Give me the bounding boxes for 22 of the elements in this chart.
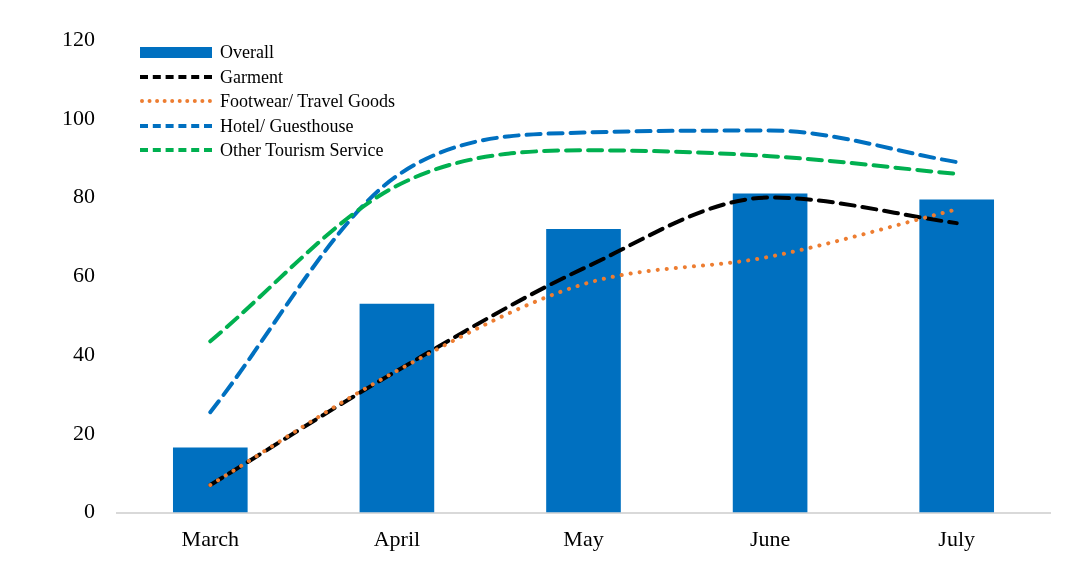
bar [172, 447, 248, 513]
y-tick-label: 60 [73, 262, 95, 288]
bar [546, 229, 621, 513]
x-tick-label: July [938, 525, 976, 551]
y-tick-label: 20 [73, 419, 95, 445]
x-tick-label: April [373, 525, 421, 551]
legend-label: Other Tourism Service [220, 139, 384, 162]
legend-label: Garment [220, 65, 283, 89]
x-tick-label: March [181, 525, 240, 551]
y-tick-label: 100 [62, 104, 95, 130]
bar [732, 193, 808, 513]
x-tick-label: June [749, 525, 791, 551]
bar [359, 303, 435, 513]
legend-label: Hotel/ Guesthouse [220, 114, 354, 138]
bar [919, 199, 995, 513]
x-tick-label: May [563, 525, 604, 551]
y-tick-label: 120 [62, 25, 95, 51]
y-tick-label: 0 [84, 498, 95, 524]
legend-label: Overall [220, 41, 274, 64]
y-tick-label: 80 [73, 183, 95, 209]
y-tick-label: 40 [73, 340, 95, 366]
legend-label: Footwear/ Travel Goods [220, 90, 395, 113]
